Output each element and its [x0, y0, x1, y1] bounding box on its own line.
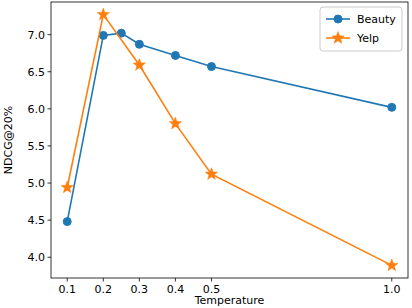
point — [61, 181, 73, 193]
y-tick-label: 4.5 — [28, 214, 46, 227]
point — [99, 31, 107, 39]
x-tick — [211, 278, 212, 282]
y-tick-label: 6.5 — [28, 66, 46, 79]
plot-frame — [51, 2, 408, 278]
point — [97, 8, 109, 20]
y-tick-label: 5.5 — [28, 140, 46, 153]
x-tick-label: 0.4 — [167, 283, 185, 296]
x-tick — [103, 278, 104, 282]
legend-label: Yelp — [356, 32, 379, 45]
y-tick — [48, 145, 52, 146]
legend: Beauty Yelp — [320, 7, 402, 51]
y-tick-label: 4.0 — [28, 251, 46, 264]
x-tick — [175, 278, 176, 282]
y-tick-label: 5.0 — [28, 177, 46, 190]
series-line — [67, 15, 392, 266]
y-tick — [48, 34, 52, 35]
legend-marker — [332, 32, 344, 44]
x-tick-label: 0.1 — [58, 283, 76, 296]
y-tick — [48, 257, 52, 258]
y-tick — [48, 220, 52, 221]
y-axis-label: NDCG@20% — [2, 106, 15, 174]
y-tick-label: 7.0 — [28, 29, 46, 42]
point — [205, 168, 217, 180]
series-line — [67, 33, 392, 221]
y-tick-label: 6.0 — [28, 103, 46, 116]
point — [133, 59, 145, 71]
point — [207, 63, 215, 71]
x-tick-label: 0.2 — [95, 283, 113, 296]
x-tick — [67, 278, 68, 282]
y-tick — [48, 183, 52, 184]
x-tick-label: 0.3 — [131, 283, 149, 296]
point — [388, 103, 396, 111]
x-axis-label: Temperature — [194, 294, 265, 307]
x-tick-label: 1.0 — [383, 283, 401, 296]
x-tick — [139, 278, 140, 282]
legend-marker — [334, 15, 342, 23]
point — [386, 259, 398, 271]
legend-label: Beauty — [357, 13, 396, 26]
point — [171, 51, 179, 59]
x-tick — [391, 278, 392, 282]
y-tick — [48, 108, 52, 109]
chart: 0.10.20.30.40.51.04.04.55.05.56.06.57.0T… — [0, 0, 412, 308]
point — [135, 40, 143, 48]
y-tick — [48, 71, 52, 72]
legend-box — [320, 7, 402, 51]
point — [63, 218, 71, 226]
point — [169, 117, 181, 129]
